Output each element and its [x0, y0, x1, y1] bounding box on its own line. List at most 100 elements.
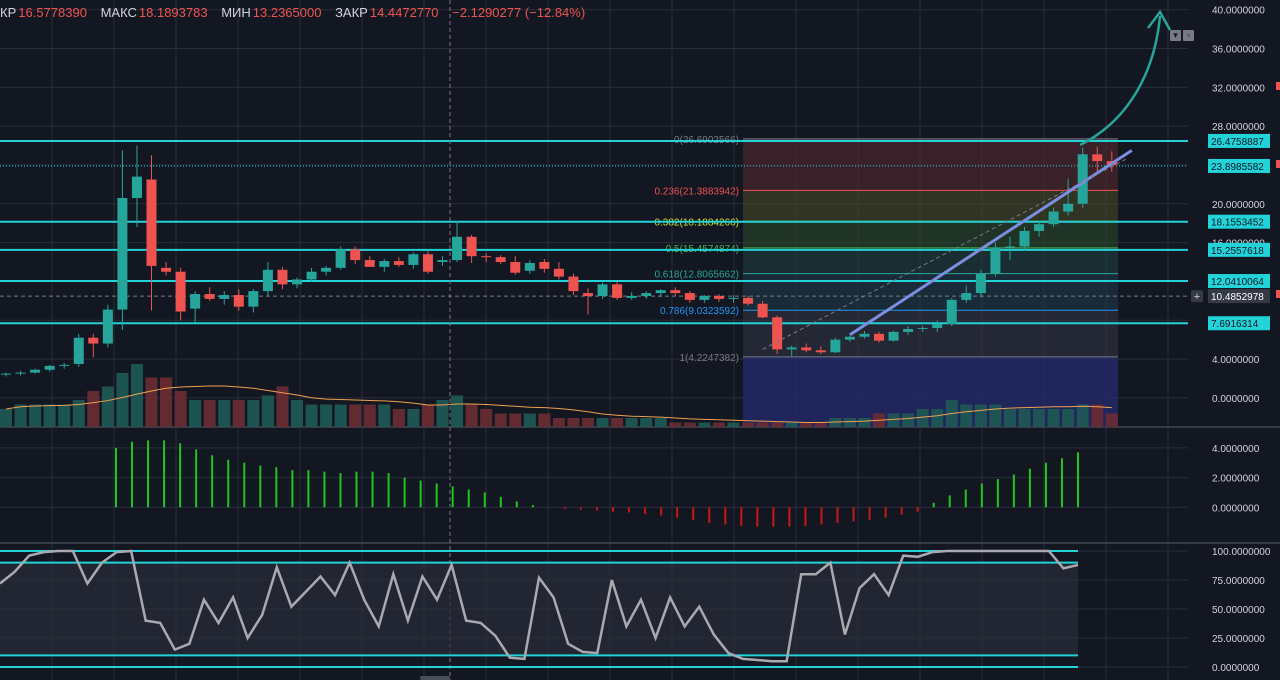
maximize-icon[interactable]: ▫	[1183, 30, 1194, 41]
histogram-tick-label: 2.0000000	[1212, 474, 1260, 485]
candle-body	[481, 256, 492, 258]
price-tick-label: 40.0000000	[1212, 6, 1265, 17]
current-price-label: 23.8985582	[1211, 162, 1264, 173]
fib-level-label: 0.236(21.3883942)	[654, 186, 739, 197]
candle-body	[117, 197, 128, 310]
volume-bar	[756, 422, 769, 427]
fib-zone	[743, 273, 1118, 311]
candle-body	[932, 324, 943, 329]
close-value: 14.4472770	[369, 5, 439, 20]
candle-body	[713, 295, 724, 299]
candle-body	[946, 299, 957, 325]
low-value: 13.2365000	[252, 5, 322, 20]
candle-body	[306, 271, 317, 280]
volume-bar	[349, 404, 362, 427]
price-tick-label: 0.0000000	[1212, 394, 1260, 405]
candle-body	[59, 364, 70, 366]
candle-body	[583, 293, 593, 296]
fib-zone	[743, 221, 1118, 248]
close-label: ЗАКР	[335, 5, 368, 20]
candle-body	[1, 373, 11, 375]
ohlc-header: КР 16.5778390 МАКС 18.1893783 МИН 13.236500…	[0, 5, 595, 23]
volume-bar	[1047, 409, 1060, 427]
volume-bar	[974, 404, 987, 427]
level-price-tag	[1208, 242, 1270, 257]
volume-bar	[916, 409, 929, 427]
candle-body	[131, 176, 142, 198]
fib-level-label: 1(4.2247382)	[680, 353, 740, 364]
volume-bar	[189, 400, 202, 427]
candle-body	[553, 268, 564, 277]
candle-body	[466, 236, 477, 257]
fib-zone	[743, 310, 1118, 357]
candle-body	[437, 260, 448, 263]
volume-bar	[451, 395, 464, 427]
volume-bar	[305, 404, 318, 427]
volume-bar	[931, 409, 944, 427]
candle-body	[510, 262, 521, 273]
volume-bar	[407, 409, 420, 427]
fib-zone	[743, 138, 1118, 191]
volume-bar	[174, 391, 187, 427]
candle-body	[277, 269, 288, 285]
candle-body	[248, 291, 259, 307]
candle-body	[597, 284, 608, 296]
candle-body	[44, 365, 55, 370]
oscillator-tick-label: 0.0000000	[1212, 663, 1260, 674]
candle-body	[786, 347, 797, 350]
oscillator-tick-label: 75.0000000	[1212, 576, 1265, 587]
candle-body	[830, 339, 841, 353]
crosshair-plus-icon	[1191, 290, 1203, 303]
oscillator-tick-label: 50.0000000	[1212, 605, 1265, 616]
volume-bar	[538, 413, 551, 427]
volume-bar	[291, 400, 303, 427]
candle-body	[990, 247, 1001, 274]
candle-body	[219, 295, 230, 299]
candle-body	[335, 249, 346, 268]
level-price-label: 7.6916314	[1211, 319, 1259, 330]
oscillator-tick-label: 25.0000000	[1212, 634, 1265, 645]
volume-bar	[640, 418, 653, 427]
volume-bar	[582, 418, 594, 427]
open-value: 16.5778390	[18, 5, 87, 20]
level-price-tag	[1208, 214, 1270, 229]
candle-body	[641, 293, 652, 296]
candle-body	[161, 267, 172, 272]
volume-bar	[596, 418, 609, 427]
volume-bar	[683, 422, 696, 427]
volume-bar	[1033, 409, 1046, 427]
trend-line	[849, 149, 1133, 337]
candle-body	[321, 267, 332, 272]
candle-body	[1077, 154, 1088, 204]
fib-level-label: 0.382(18.1884266)	[654, 217, 739, 228]
price-tick-label: 28.0000000	[1212, 122, 1265, 133]
candle-body	[350, 249, 361, 261]
candle-body	[102, 309, 113, 344]
candle-body	[1092, 154, 1103, 162]
price-tick-label: 32.0000000	[1212, 83, 1265, 94]
volume-bar	[989, 404, 1002, 427]
minimize-icon[interactable]: ▾	[1170, 30, 1181, 41]
volume-bar	[814, 422, 827, 427]
candle-body	[1004, 246, 1015, 248]
volume-bar	[611, 418, 624, 427]
edge-marker	[1276, 290, 1280, 298]
candle-body	[452, 236, 463, 261]
volume-bar	[101, 386, 114, 427]
candle-body	[670, 290, 681, 294]
candle-body	[626, 295, 637, 298]
volume-bar	[800, 422, 813, 427]
crosshair-price-tag	[1208, 289, 1270, 304]
candle-body	[262, 269, 273, 292]
current-price-tag	[1208, 158, 1270, 173]
volume-bar	[43, 404, 56, 427]
volume-bar	[378, 404, 391, 427]
candle-body	[524, 262, 535, 271]
candle-body	[175, 271, 186, 312]
volume-bar	[712, 422, 725, 427]
candle-body	[393, 261, 404, 265]
candle-body	[844, 336, 855, 340]
volume-bar	[421, 404, 434, 427]
candle-body	[30, 369, 41, 373]
